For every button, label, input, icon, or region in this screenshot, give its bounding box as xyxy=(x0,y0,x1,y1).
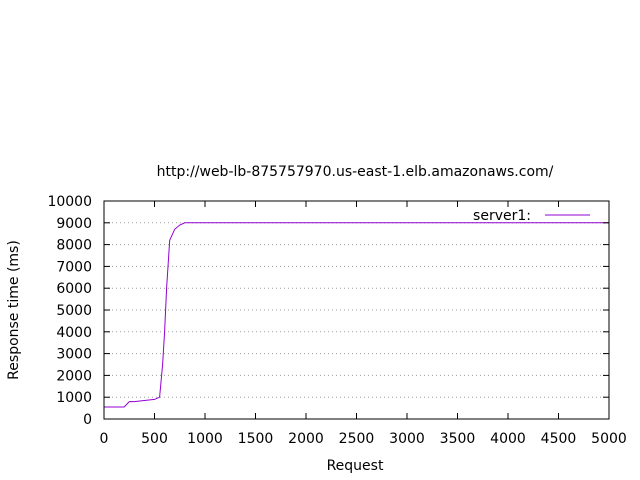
y-tick-label: 4000 xyxy=(56,325,92,341)
x-tick-label: 4000 xyxy=(490,431,526,447)
y-tick-label: 3000 xyxy=(56,347,92,363)
x-tick-label: 1500 xyxy=(238,431,274,447)
legend-label: server1: xyxy=(473,208,531,224)
legend: server1: xyxy=(473,208,590,224)
axis-ticks xyxy=(103,200,610,420)
y-tick-label: 2000 xyxy=(56,368,92,384)
y-tick-label: 7000 xyxy=(56,259,92,275)
y-tick-label: 5000 xyxy=(56,303,92,319)
grid-lines xyxy=(104,222,609,398)
y-tick-label: 9000 xyxy=(56,216,92,232)
x-tick-label: 3500 xyxy=(440,431,476,447)
x-tick-label: 2000 xyxy=(288,431,324,447)
x-tick-label: 5000 xyxy=(591,431,627,447)
x-axis-label: Request xyxy=(327,458,384,474)
y-axis-label: Response time (ms) xyxy=(6,240,22,380)
x-tick-label: 0 xyxy=(100,431,109,447)
y-tick-label: 0 xyxy=(83,412,92,428)
x-axis-tick-labels: 0 500 1000 1500 2000 2500 3000 3500 4000 4500 5000 xyxy=(100,431,627,447)
y-tick-label: 1000 xyxy=(56,390,92,406)
y-tick-label: 6000 xyxy=(56,281,92,297)
chart-title: http://web-lb-875757970.us-east-1.elb.am… xyxy=(157,164,554,180)
x-tick-label: 2500 xyxy=(339,431,375,447)
x-tick-label: 1000 xyxy=(187,431,223,447)
series-line-server1 xyxy=(104,222,609,408)
x-tick-label: 500 xyxy=(141,431,168,447)
y-tick-label: 10000 xyxy=(47,194,92,210)
x-tick-label: 4500 xyxy=(541,431,577,447)
y-axis-tick-labels: 0 1000 2000 3000 4000 5000 6000 7000 8000 9000 100… xyxy=(47,194,92,428)
y-tick-label: 8000 xyxy=(56,238,92,254)
x-tick-label: 3000 xyxy=(389,431,425,447)
series-layer xyxy=(104,222,609,408)
